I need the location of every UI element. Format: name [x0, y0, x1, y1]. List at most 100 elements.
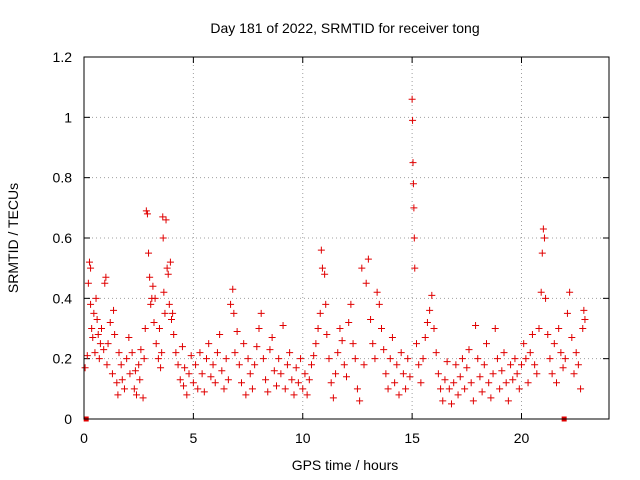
x-tick-label: 20 [514, 430, 530, 446]
data-point [259, 355, 267, 363]
data-point [163, 264, 171, 272]
data-point [126, 370, 134, 378]
data-point [93, 315, 101, 323]
data-point [408, 95, 416, 103]
data-point [318, 264, 326, 272]
data-point [151, 294, 159, 302]
data-point [520, 340, 528, 348]
data-point [329, 394, 337, 402]
data-point [358, 264, 366, 272]
data-point [340, 361, 348, 369]
data-point [314, 325, 322, 332]
data-point [142, 207, 150, 215]
data-point [196, 349, 204, 357]
data-point [181, 364, 189, 372]
y-tick-label: 0.4 [53, 290, 73, 306]
data-point [85, 258, 93, 266]
data-point [176, 376, 184, 384]
data-point [369, 340, 377, 348]
data-point [200, 388, 208, 396]
data-point [528, 331, 536, 339]
data-point [81, 364, 89, 372]
data-point [128, 349, 136, 357]
data-point [165, 300, 173, 308]
data-point [187, 352, 195, 360]
data-point [227, 300, 235, 308]
data-point [248, 385, 256, 393]
data-point [95, 355, 103, 363]
data-point [87, 300, 95, 308]
data-point [94, 331, 102, 339]
data-point [264, 388, 272, 396]
data-point [493, 355, 501, 363]
data-point [579, 325, 587, 332]
y-tick-label: 0.6 [53, 230, 73, 246]
y-tick-label: 0.2 [53, 351, 73, 367]
data-point [410, 204, 418, 212]
data-point [419, 355, 427, 363]
data-point [577, 385, 585, 393]
data-point [480, 361, 488, 369]
data-point [242, 391, 250, 399]
data-point [411, 264, 419, 272]
data-point [158, 349, 166, 357]
data-point [428, 291, 436, 299]
data-point [317, 246, 325, 254]
data-point [415, 361, 423, 369]
data-point [406, 373, 414, 381]
data-points [81, 95, 589, 422]
data-point [561, 355, 569, 363]
data-point [452, 361, 460, 369]
x-tick-label: 15 [404, 430, 420, 446]
data-point [251, 361, 259, 369]
data-point [550, 340, 558, 348]
data-point [572, 349, 580, 357]
data-point [211, 379, 219, 387]
data-point [286, 349, 294, 357]
data-point [180, 382, 188, 390]
data-point [439, 397, 447, 405]
data-point [469, 397, 477, 405]
data-point [90, 309, 98, 317]
data-point [546, 355, 554, 363]
data-point [378, 325, 385, 332]
data-point [533, 370, 541, 378]
data-point [362, 279, 370, 287]
data-point [308, 361, 315, 369]
data-point [141, 325, 149, 332]
data-point [113, 379, 121, 387]
data-point [312, 340, 320, 348]
data-point [539, 225, 547, 233]
data-point [487, 394, 495, 402]
data-point [147, 300, 155, 308]
data-point [115, 349, 123, 357]
data-point [92, 294, 100, 302]
data-point [149, 282, 157, 290]
data-point [511, 355, 519, 363]
data-point [476, 373, 484, 381]
data-point [268, 334, 276, 342]
data-point [183, 391, 191, 399]
data-point [391, 379, 399, 387]
data-point [118, 376, 126, 384]
data-point [240, 340, 248, 348]
data-point [580, 306, 588, 314]
data-point [555, 325, 563, 332]
data-point [83, 352, 91, 360]
data-point [159, 213, 167, 221]
data-point [524, 379, 532, 387]
data-point [292, 364, 300, 372]
data-point [443, 358, 451, 366]
data-point [574, 361, 582, 369]
data-point [253, 343, 261, 351]
data-point [474, 355, 482, 363]
data-point [336, 325, 344, 332]
data-point [110, 306, 118, 314]
data-point [456, 373, 464, 381]
data-point [277, 370, 285, 378]
data-point [262, 376, 270, 384]
y-axis-label: SRMTID / TECUs [5, 183, 21, 293]
data-point [347, 300, 355, 308]
x-tick-label: 0 [80, 430, 88, 446]
data-point [111, 331, 119, 339]
